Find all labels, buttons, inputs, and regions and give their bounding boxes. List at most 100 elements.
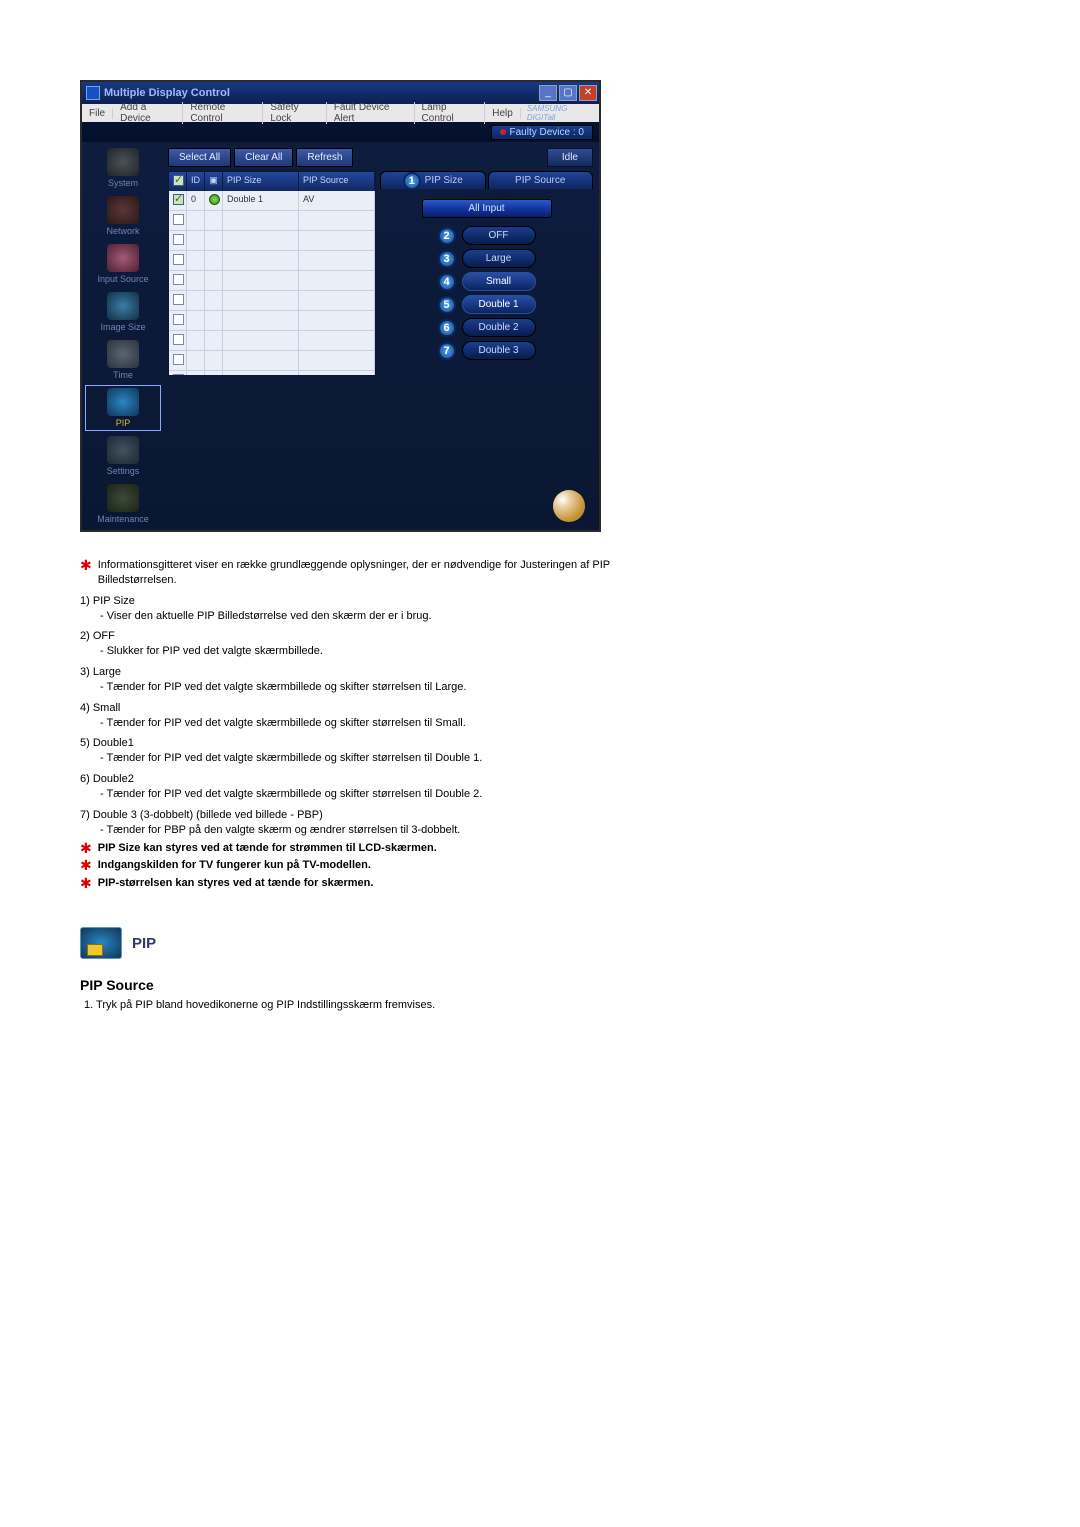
opt-off[interactable]: OFF — [462, 226, 536, 245]
row-checkbox[interactable] — [173, 314, 184, 325]
star-icon: ✱ — [80, 876, 92, 890]
sidebar-label: Image Size — [100, 322, 145, 332]
col-status-icon: ▣ — [205, 172, 223, 191]
maximize-button[interactable]: ▢ — [559, 85, 577, 101]
note-head: 7) Double 3 (3-dobbelt) (billede ved bil… — [80, 808, 690, 823]
right-panel: 1PIP Size PIP Source All Input 2OFF 3Lar… — [380, 171, 593, 376]
col-pip-source[interactable]: PIP Source — [299, 172, 375, 191]
tab-pip-source[interactable]: PIP Source — [488, 171, 594, 189]
col-id[interactable]: ID — [187, 172, 205, 191]
select-all-button[interactable]: Select All — [168, 148, 231, 167]
pip-section-icon — [80, 927, 122, 959]
network-icon — [107, 196, 139, 224]
grid-row[interactable] — [169, 271, 375, 291]
sidebar-item-maintenance[interactable]: Maintenance — [86, 482, 160, 526]
callout-badge: 6 — [438, 319, 456, 337]
opt-large[interactable]: Large — [462, 249, 536, 268]
row-checkbox[interactable] — [173, 354, 184, 365]
sidebar-item-pip[interactable]: PIP — [86, 386, 160, 430]
col-pip-size[interactable]: PIP Size — [223, 172, 299, 191]
menu-remote-control[interactable]: Remote Control — [183, 102, 263, 124]
main-panel: Select All Clear All Refresh Idle ID ▣ P… — [164, 142, 599, 530]
sidebar-item-system[interactable]: System — [86, 146, 160, 190]
app-icon — [86, 86, 100, 100]
menu-help[interactable]: Help — [485, 108, 521, 119]
image-size-icon — [107, 292, 139, 320]
grid-row[interactable] — [169, 251, 375, 271]
sidebar-item-input-source[interactable]: Input Source — [86, 242, 160, 286]
menu-safety-lock[interactable]: Safety Lock — [263, 102, 327, 124]
sidebar-item-network[interactable]: Network — [86, 194, 160, 238]
row-checkbox[interactable] — [173, 214, 184, 225]
exclamation-orb-icon — [553, 490, 585, 522]
tab-pip-size[interactable]: 1PIP Size — [380, 171, 486, 189]
grid-row[interactable] — [169, 331, 375, 351]
row-checkbox[interactable] — [173, 274, 184, 285]
sidebar: System Network Input Source Image Size T… — [82, 142, 164, 530]
grid-header: ID ▣ PIP Size PIP Source — [169, 172, 375, 191]
minimize-button[interactable]: _ — [539, 85, 557, 101]
app-window: Multiple Display Control _ ▢ ✕ File Add … — [80, 80, 601, 532]
note-head: 2) OFF — [80, 629, 690, 644]
all-input-chip[interactable]: All Input — [422, 199, 552, 218]
row-checkbox[interactable] — [173, 254, 184, 265]
sidebar-label: PIP — [116, 418, 131, 428]
star-note: Indgangskilden for TV fungerer kun på TV… — [98, 858, 371, 873]
header-checkbox[interactable] — [173, 175, 184, 186]
row-checkbox[interactable] — [173, 294, 184, 305]
menu-file[interactable]: File — [82, 108, 113, 119]
faulty-row: Faulty Device : 0 — [82, 122, 599, 142]
sidebar-item-settings[interactable]: Settings — [86, 434, 160, 478]
star-icon: ✱ — [80, 841, 92, 855]
row-checkbox[interactable] — [173, 234, 184, 245]
opt-double2[interactable]: Double 2 — [462, 318, 536, 337]
grid-row[interactable] — [169, 291, 375, 311]
note-desc: - Tænder for PIP ved det valgte skærmbil… — [80, 716, 690, 731]
opt-small[interactable]: Small — [462, 272, 536, 291]
note-head: 5) Double1 — [80, 736, 690, 751]
intro-text: Informationsgitteret viser en række grun… — [98, 558, 690, 588]
menu-fault-alert[interactable]: Fault Device Alert — [327, 102, 415, 124]
sidebar-label: Maintenance — [97, 514, 149, 524]
opt-double1[interactable]: Double 1 — [462, 295, 536, 314]
cell-id: 0 — [187, 191, 205, 211]
grid-row[interactable]: 0 Double 1 AV — [169, 191, 375, 211]
callout-badge: 7 — [438, 342, 456, 360]
close-button[interactable]: ✕ — [579, 85, 597, 101]
note-head: 1) PIP Size — [80, 594, 690, 609]
note-head: 6) Double2 — [80, 772, 690, 787]
sidebar-item-time[interactable]: Time — [86, 338, 160, 382]
section-title: PIP — [132, 935, 156, 952]
grid-row[interactable] — [169, 351, 375, 371]
grid-row[interactable] — [169, 211, 375, 231]
grid-row[interactable] — [169, 231, 375, 251]
menu-add-device[interactable]: Add a Device — [113, 102, 183, 124]
grid-body[interactable]: 0 Double 1 AV — [169, 191, 375, 375]
grid-row[interactable] — [169, 311, 375, 331]
system-icon — [107, 148, 139, 176]
clear-all-button[interactable]: Clear All — [234, 148, 293, 167]
device-grid: ID ▣ PIP Size PIP Source 0 Double 1 AV — [168, 171, 376, 376]
pip-source-heading: PIP Source — [80, 977, 690, 993]
maintenance-icon — [107, 484, 139, 512]
settings-icon — [107, 436, 139, 464]
row-checkbox[interactable] — [173, 374, 184, 375]
sidebar-label: Input Source — [97, 274, 148, 284]
star-note: PIP-størrelsen kan styres ved at tænde f… — [98, 876, 374, 891]
titlebar: Multiple Display Control _ ▢ ✕ — [82, 82, 599, 104]
sidebar-label: System — [108, 178, 138, 188]
grid-row[interactable] — [169, 371, 375, 375]
menu-lamp-control[interactable]: Lamp Control — [415, 102, 486, 124]
callout-badge: 2 — [438, 227, 456, 245]
row-checkbox[interactable] — [173, 334, 184, 345]
idle-chip: Idle — [547, 148, 593, 167]
refresh-button[interactable]: Refresh — [296, 148, 353, 167]
note-desc: - Tænder for PIP ved det valgte skærmbil… — [80, 680, 690, 695]
note-head: 4) Small — [80, 701, 690, 716]
opt-double3[interactable]: Double 3 — [462, 341, 536, 360]
row-checkbox[interactable] — [173, 194, 184, 205]
sidebar-item-image-size[interactable]: Image Size — [86, 290, 160, 334]
step-text: 1. Tryk på PIP bland hovedikonerne og PI… — [80, 999, 690, 1011]
faulty-text: Faulty Device : 0 — [510, 127, 584, 138]
section-head-pip: PIP — [80, 927, 690, 959]
